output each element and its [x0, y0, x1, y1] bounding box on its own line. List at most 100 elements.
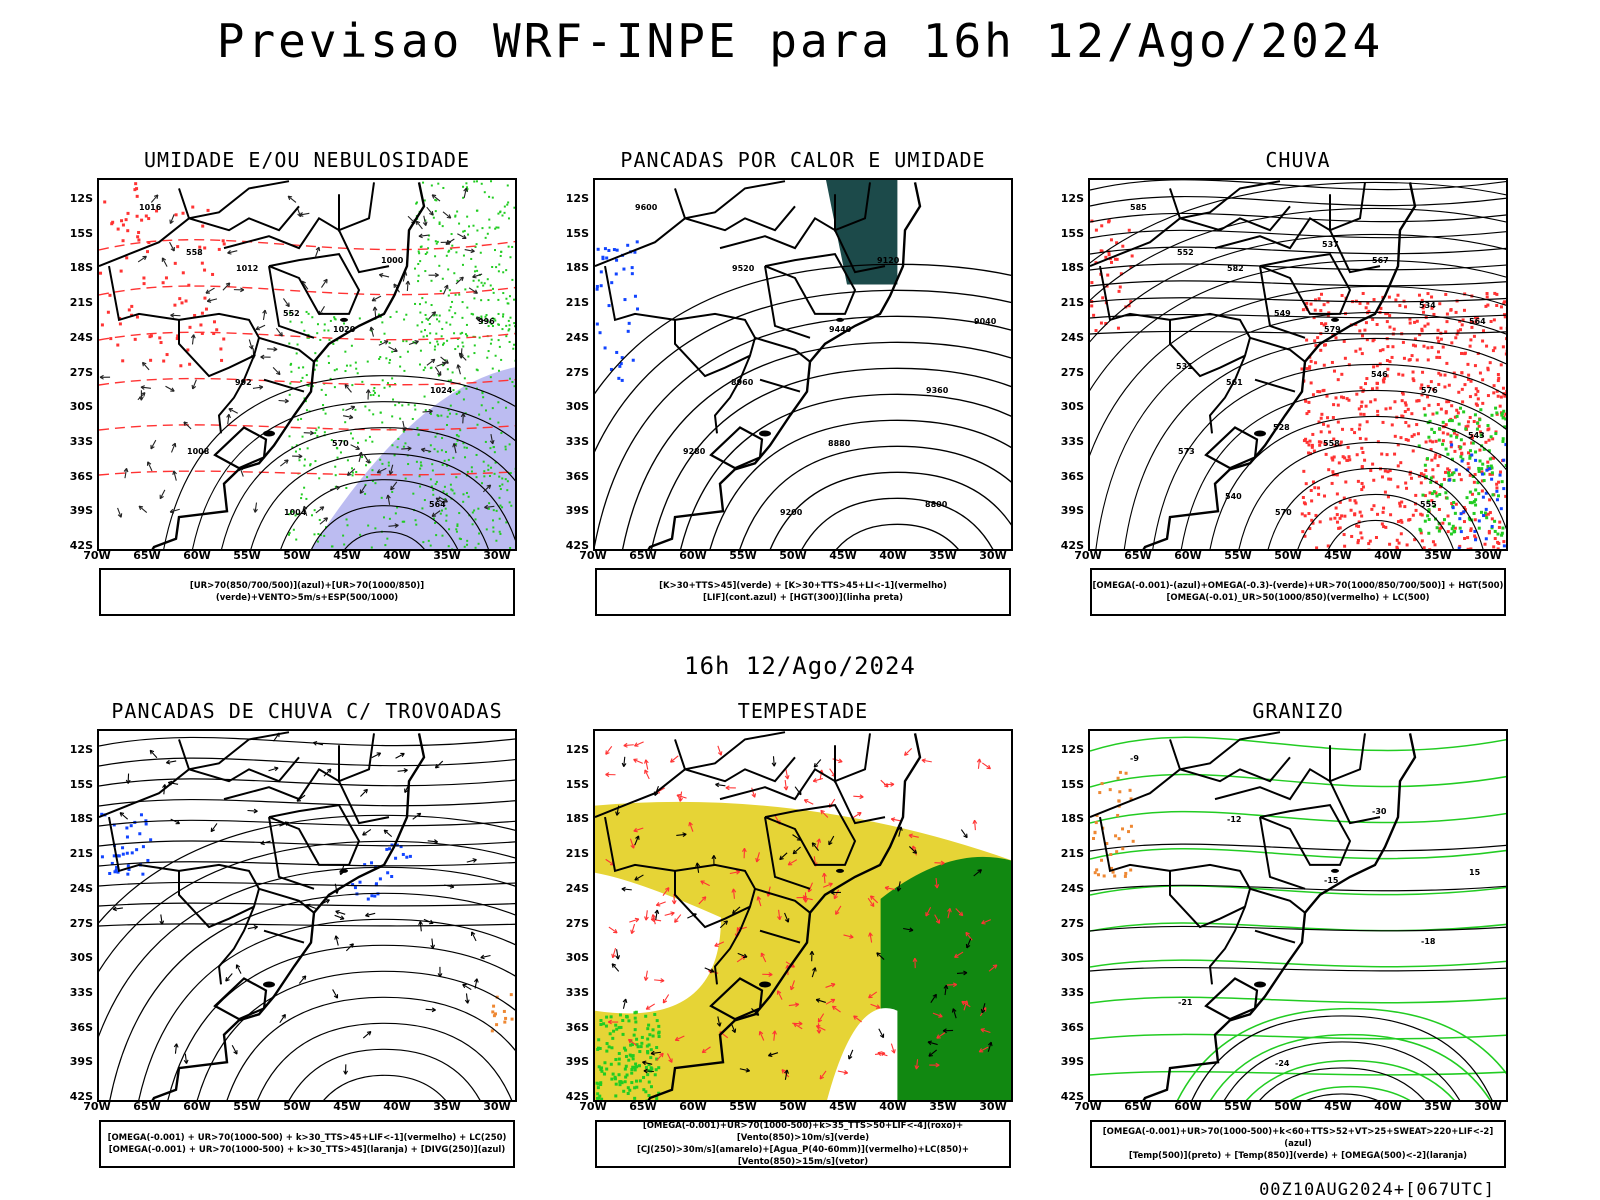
- contour-label: 9040: [974, 317, 997, 326]
- lat-tick-label: 39S: [69, 504, 93, 518]
- lat-tick-label: 12S: [565, 192, 589, 205]
- lat-tick-label: 15S: [69, 226, 93, 240]
- contour-label: 9520: [732, 264, 755, 273]
- lon-tick-label: 65W: [629, 1100, 657, 1113]
- legend-line: [LIF](cont.azul) + [HGT(300)](linha pret…: [702, 593, 904, 603]
- contour-label: 1020: [333, 325, 356, 334]
- lon-tick-label: 45W: [1324, 549, 1352, 562]
- lat-tick-label: 36S: [1060, 1020, 1084, 1034]
- lon-tick-label: 60W: [679, 549, 707, 562]
- contour-label: 8960: [731, 378, 754, 387]
- lat-tick-label: 39S: [1060, 504, 1084, 518]
- lat-tick-label: 30S: [69, 951, 93, 965]
- lon-tick-label: 70W: [83, 549, 111, 562]
- legend-line: [OMEGA(-0.001) + UR>70(1000-500) + k>30_…: [107, 1133, 507, 1143]
- map-plot: [595, 731, 1011, 1100]
- lat-tick-label: 36S: [565, 1020, 589, 1034]
- legend-line: [OMEGA(-0.01)_UR>50(1000/850)(vermelho) …: [1166, 593, 1430, 603]
- contour-label: 561: [1226, 378, 1243, 387]
- contour-label: 528: [1273, 423, 1290, 432]
- lat-tick-label: 39S: [565, 1055, 589, 1069]
- panel-title: GRANIZO: [1252, 699, 1344, 723]
- legend-box: [OMEGA(-0.001)+UR>70(1000-500)+k>35_TTS>…: [595, 1120, 1011, 1168]
- lon-tick-label: 65W: [133, 549, 161, 562]
- lat-tick-label: 33S: [565, 434, 589, 448]
- lat-tick-label: 18S: [1060, 812, 1084, 826]
- lat-tick-label: 27S: [69, 365, 93, 379]
- contour-label: 531: [1176, 362, 1193, 371]
- legend-box: [K>30+TTS>45](verde) + [K>30+TTS>45+LI<-…: [595, 568, 1011, 616]
- lat-tick-label: 12S: [565, 743, 589, 756]
- contour-label: 534: [1419, 301, 1436, 310]
- lat-tick-label: 33S: [1060, 434, 1084, 448]
- contour-label: 567: [1372, 256, 1389, 265]
- lon-tick-label: 45W: [829, 549, 857, 562]
- legend-line: [OMEGA(-0.001)-(azul)+OMEGA(-0.3)-(verde…: [1092, 581, 1504, 591]
- lon-tick-label: 50W: [283, 1100, 311, 1113]
- contour-label: 570: [332, 439, 349, 448]
- contour-label: 8800: [925, 500, 948, 509]
- lat-tick-label: 39S: [565, 504, 589, 518]
- lon-tick-label: 60W: [183, 1100, 211, 1113]
- lon-tick-label: 40W: [879, 549, 907, 562]
- contour-label: 9360: [926, 386, 949, 395]
- lat-tick-label: 42S: [1060, 539, 1084, 552]
- lon-tick-label: 70W: [579, 549, 607, 562]
- lon-tick-label: 50W: [779, 1100, 807, 1113]
- lat-tick-label: 24S: [69, 330, 93, 344]
- lat-tick-label: 39S: [69, 1055, 93, 1069]
- legend-box: [OMEGA(-0.001)-(azul)+OMEGA(-0.3)-(verde…: [1090, 568, 1506, 616]
- lat-tick-label: 33S: [69, 434, 93, 448]
- contour-label: 558: [1323, 439, 1340, 448]
- contour-label: 573: [1178, 447, 1195, 456]
- lon-tick-label: 50W: [1274, 549, 1302, 562]
- lon-tick-label: 35W: [929, 549, 957, 562]
- lat-tick-label: 33S: [69, 985, 93, 999]
- lat-tick-label: 24S: [565, 330, 589, 344]
- lon-tick-label: 30W: [979, 549, 1007, 562]
- contour-label: 543: [1468, 431, 1485, 440]
- legend-box: [OMEGA(-0.001)+UR>70(1000-500)+k<60+TTS>…: [1090, 1120, 1506, 1168]
- contour-label: 570: [1275, 508, 1292, 517]
- lon-tick-label: 45W: [829, 1100, 857, 1113]
- lon-tick-label: 55W: [1224, 1100, 1252, 1113]
- lat-tick-label: 30S: [1060, 951, 1084, 965]
- main-title: Previsao WRF-INPE para 16h 12/Ago/2024: [216, 14, 1384, 68]
- legend-line: [CJ(250)>30m/s](amarelo)+[Agua_P(40-60mm…: [636, 1145, 970, 1167]
- lon-tick-label: 65W: [133, 1100, 161, 1113]
- lon-tick-label: 40W: [383, 549, 411, 562]
- lat-tick-label: 18S: [565, 261, 589, 275]
- lon-tick-label: 60W: [183, 549, 211, 562]
- legend-line: [Temp(500)](preto) + [Temp(850)](verde) …: [1128, 1151, 1468, 1161]
- lon-tick-label: 55W: [1224, 549, 1252, 562]
- lon-tick-label: 30W: [979, 1100, 1007, 1113]
- contour-label: 9120: [877, 256, 900, 265]
- lon-tick-label: 45W: [333, 1100, 361, 1113]
- lon-tick-label: 50W: [283, 549, 311, 562]
- lon-tick-label: 70W: [83, 1100, 111, 1113]
- lat-tick-label: 27S: [565, 916, 589, 930]
- forecast-map: -9 -12 -15 -18 -21 -24 -30 15: [1088, 729, 1508, 1102]
- contour-label: 552: [1177, 248, 1194, 257]
- lat-tick-label: 27S: [1060, 365, 1084, 379]
- contour-label: -30: [1372, 807, 1387, 816]
- forecast-map: 585 582 579 576 573 570 567 564 561 558 555 552 549 5…: [1088, 178, 1508, 551]
- lat-tick-label: 24S: [1060, 330, 1084, 344]
- lat-tick-label: 30S: [69, 400, 93, 414]
- lon-tick-label: 45W: [333, 549, 361, 562]
- contour-label: 549: [1274, 309, 1291, 318]
- contour-label: 1000: [381, 256, 404, 265]
- contour-label: 564: [429, 500, 446, 509]
- contour-label: 9600: [635, 203, 658, 212]
- lon-tick-label: 70W: [1074, 1100, 1102, 1113]
- lat-tick-label: 42S: [1060, 1090, 1084, 1103]
- lon-tick-label: 35W: [929, 1100, 957, 1113]
- lon-tick-label: 40W: [879, 1100, 907, 1113]
- lon-tick-label: 50W: [779, 549, 807, 562]
- lat-tick-label: 24S: [1060, 881, 1084, 895]
- lat-tick-label: 36S: [1060, 469, 1084, 483]
- lon-tick-label: 40W: [1374, 549, 1402, 562]
- lon-tick-label: 35W: [433, 549, 461, 562]
- contour-label: 1012: [236, 264, 258, 273]
- legend-line: [OMEGA(-0.001)+UR>70(1000-500)+k<60+TTS>…: [1102, 1127, 1494, 1149]
